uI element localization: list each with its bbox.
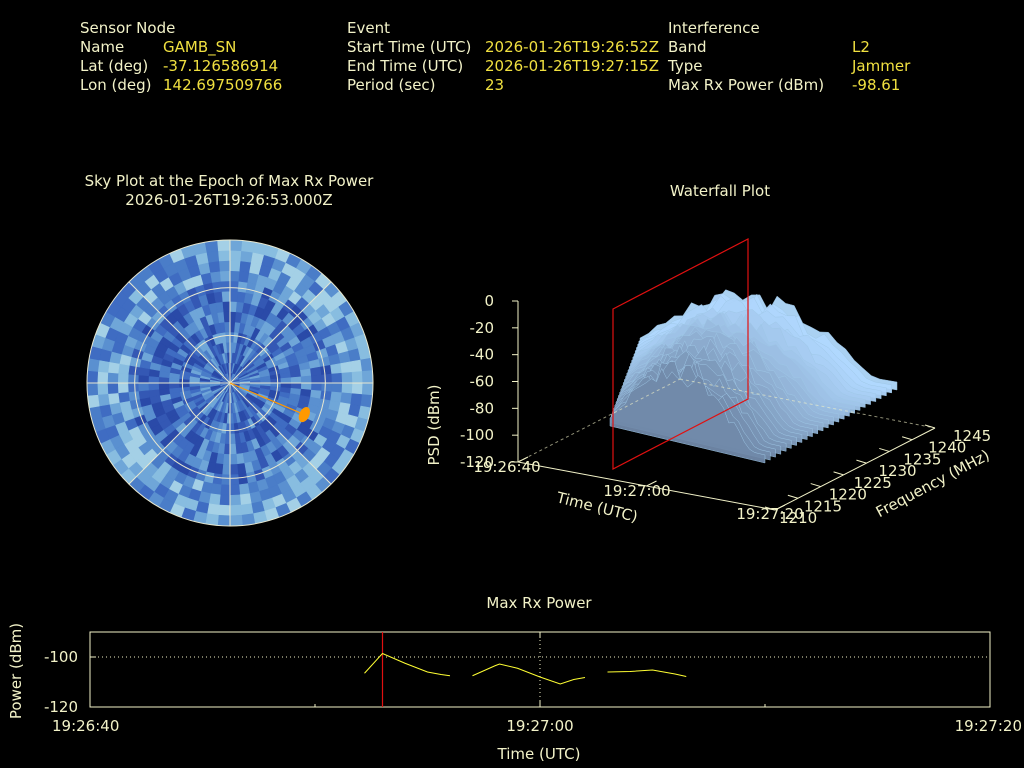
waterfall-epoch-plane (612, 238, 749, 470)
sky-heat-cell (361, 370, 373, 384)
psd-tick-label: -60 (470, 373, 495, 391)
frequency-tick-label: 1225 (854, 474, 892, 492)
psd-tick-label: -100 (460, 426, 494, 444)
sky-point (298, 407, 311, 423)
interference-power-value: -98.61 (852, 76, 901, 94)
psd-tick-label: -120 (460, 453, 494, 471)
time-tick-label: 19:27:20 (736, 505, 803, 523)
waterfall-psd-axis-label: PSD (dBm) (425, 384, 443, 465)
event-period-value: 23 (485, 76, 505, 94)
sky-azimuth-spoke (128, 281, 231, 384)
interference-type-value: Jammer (852, 57, 911, 75)
power-series (364, 652, 687, 685)
frequency-tick (901, 436, 913, 441)
sky-direction-line (229, 382, 305, 416)
frequency-tick (810, 483, 821, 488)
event-period-label: Period (sec) (347, 76, 436, 94)
frequency-tick-label: 1235 (903, 450, 941, 468)
sky-azimuth-spoke (229, 382, 332, 485)
event-start-value: 2026-01-26T19:26:52Z (485, 38, 659, 56)
power-ylabel: Power (dBm) (7, 623, 25, 719)
power-line-segment (364, 652, 451, 677)
interference-type-label: Type (668, 57, 703, 75)
interference-heading: Interference (668, 19, 760, 37)
sensor-lon-value: 142.697509766 (163, 76, 283, 94)
sensor-heading: Sensor Node (80, 19, 176, 37)
interference-band-label: Band (668, 38, 707, 56)
back-edge-line (679, 378, 936, 429)
frequency-tick-label: 1215 (804, 497, 842, 515)
sensor-lat-value: -37.126586914 (163, 57, 279, 75)
psd-tick-label: -80 (470, 399, 495, 417)
sky-points (229, 382, 311, 423)
sky-azimuth-spoke (128, 382, 231, 485)
frequency-tick-label: 1220 (829, 486, 867, 504)
frequency-tick (924, 424, 936, 429)
back-edge-line (517, 378, 681, 463)
waterfall-surface (609, 289, 898, 464)
sky-plot-subtitle: 2026-01-26T19:26:53.000Z (125, 191, 332, 209)
event-end-value: 2026-01-26T19:27:15Z (485, 57, 659, 75)
sensor-name-label: Name (80, 38, 125, 56)
frequency-tick-label: 1210 (779, 509, 817, 527)
psd-tick-label: -40 (470, 346, 495, 364)
power-chart-frame (89, 631, 991, 708)
psd-tick-label: 0 (484, 292, 494, 310)
power-xtick-label: 19:26:40 (52, 717, 119, 735)
event-heading: Event (347, 19, 390, 37)
sky-azimuth-spoke (229, 281, 332, 384)
interference-power-label: Max Rx Power (dBm) (668, 76, 825, 94)
event-start-label: Start Time (UTC) (347, 38, 472, 56)
sky-heat-cell (217, 240, 231, 252)
power-line-segment (607, 669, 687, 677)
power-ytick-label: -120 (44, 698, 78, 716)
power-chart-title: Max Rx Power (486, 594, 592, 612)
sky-plot-title: Sky Plot at the Epoch of Max Rx Power (85, 172, 375, 190)
sky-heat-cell (87, 382, 99, 396)
frequency-axis-line (774, 427, 936, 511)
waterfall-strip (609, 367, 766, 464)
waterfall-title: Waterfall Plot (670, 182, 770, 200)
frequency-tick (856, 459, 867, 464)
sensor-name-value: GAMB_SN (163, 38, 237, 56)
frequency-tick (833, 471, 844, 476)
frequency-tick-label: 1245 (953, 427, 991, 445)
power-xlabel: Time (UTC) (497, 745, 581, 763)
frequency-tick-label: 1230 (878, 462, 916, 480)
frequency-tick (879, 447, 890, 452)
interference-band-value: L2 (852, 38, 870, 56)
power-line-segment (472, 663, 586, 685)
event-end-label: End Time (UTC) (347, 57, 464, 75)
sensor-lat-label: Lat (deg) (80, 57, 149, 75)
time-tick-label: 19:27:00 (603, 482, 670, 500)
power-xtick-label: 19:27:00 (506, 717, 573, 735)
sky-grid (86, 239, 374, 527)
power-ytick-label: -100 (44, 648, 78, 666)
power-xtick-label: 19:27:20 (955, 717, 1022, 735)
frequency-tick-label: 1240 (928, 439, 966, 457)
psd-tick-label: -20 (470, 319, 495, 337)
sensor-lon-label: Lon (deg) (80, 76, 152, 94)
sky-heat-cell (229, 514, 243, 526)
frequency-tick (787, 494, 799, 499)
power-grid (90, 632, 990, 707)
frequency-tick (764, 506, 776, 511)
sky-heatmap (87, 240, 373, 526)
time-tick (646, 480, 657, 487)
time-tick-label: 19:26:40 (473, 458, 540, 476)
